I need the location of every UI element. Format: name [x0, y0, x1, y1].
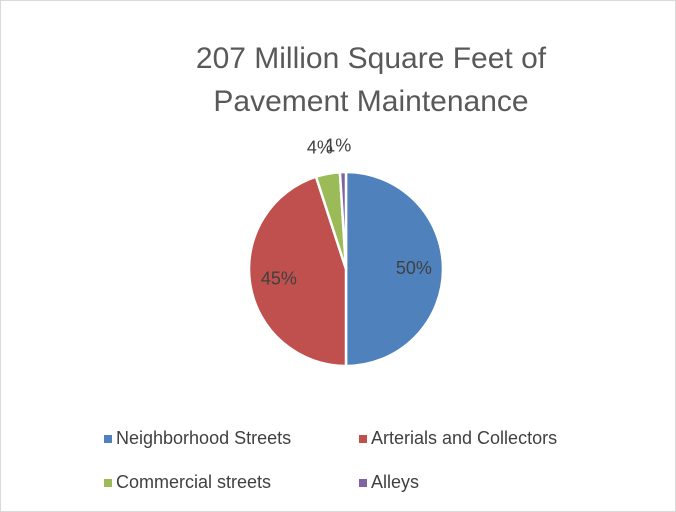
data-label: 4%: [307, 138, 333, 158]
data-label: 1%: [325, 135, 351, 155]
pie-slice: [344, 170, 445, 368]
data-label: 45%: [261, 268, 297, 288]
chart-title: 207 Million Square Feet of Pavement Main…: [195, 42, 547, 118]
legend-label: Neighborhood Streets: [116, 428, 291, 448]
pie-slice: [338, 170, 348, 270]
pie-slice: [247, 175, 348, 368]
legend-swatch: [104, 479, 112, 487]
legend-label: Commercial streets: [116, 472, 271, 492]
legend-label: Arterials and Collectors: [371, 428, 557, 448]
legend-swatch: [359, 479, 367, 487]
data-label: 50%: [396, 258, 432, 278]
legend-swatch: [104, 435, 112, 443]
legend-label: Alleys: [371, 472, 419, 492]
legend-swatch: [359, 435, 367, 443]
